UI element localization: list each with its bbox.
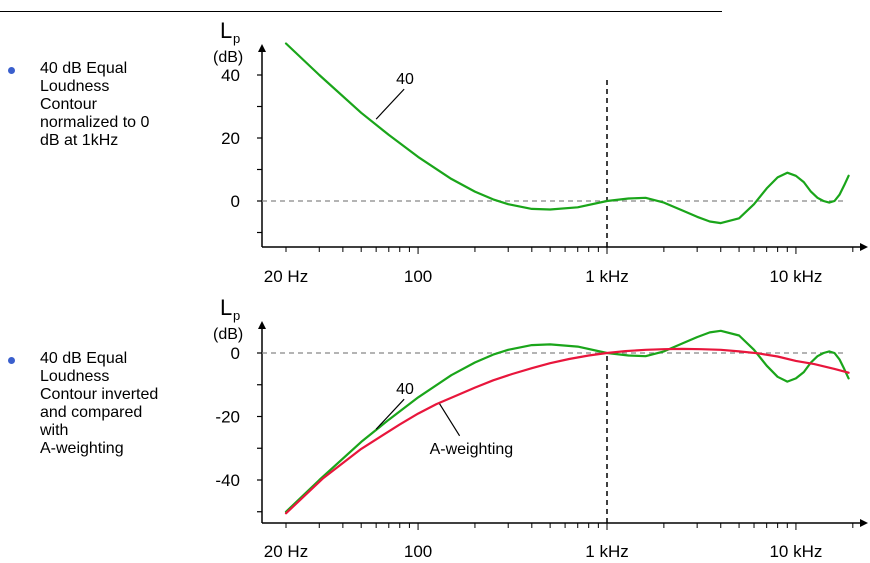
y-axis-unit: (dB): [213, 49, 243, 66]
x-tick-label: 1 kHz: [585, 542, 628, 561]
series-line-a-weighting: [284, 347, 850, 515]
y-axis-label: L: [220, 295, 232, 320]
y-axis-label-subscript: p: [233, 308, 240, 323]
y-axis-label-subscript: p: [233, 31, 240, 46]
bullet-text-1: 40 dB Equal Loudness Contour normalized …: [40, 60, 150, 149]
chart-panel-2: 0 -20 -40 L p (dB) 20 Hz 100 1 kHz 10 kHz 40 A-weig…: [213, 295, 868, 561]
x-tick-label: 1 kHz: [585, 267, 628, 286]
chart-panel-1: 40 20 0 L p (dB) 20 Hz 100 1 kHz 10 kHz 40: [213, 18, 868, 286]
y-axis-unit: (dB): [213, 326, 243, 343]
annotation-label: 40: [396, 71, 414, 88]
annotation-label: A-weighting: [430, 441, 514, 458]
x-tick-label: 20 Hz: [264, 542, 308, 561]
x-axis-arrow: [860, 243, 868, 251]
y-tick-label: -20: [215, 408, 240, 427]
y-axis-arrow: [258, 44, 266, 52]
y-tick-label: 20: [221, 129, 240, 148]
series-line-40: [284, 42, 850, 225]
annotation-leader: [375, 398, 405, 430]
bullet-text-2: 40 dB Equal Loudness Contour inverted an…: [40, 350, 159, 457]
annotation-label: 40: [396, 381, 414, 398]
x-tick-label: 20 Hz: [264, 267, 308, 286]
bullet-dot: [8, 67, 15, 74]
y-axis-label: L: [220, 18, 232, 43]
x-tick-label: 10 kHz: [769, 542, 822, 561]
bullet-dot: [8, 357, 15, 364]
annotation-leader: [375, 88, 405, 120]
x-tick-label: 100: [404, 542, 432, 561]
y-tick-label: 40: [221, 66, 240, 85]
top-rule: [0, 11, 722, 12]
annotation-leader: [439, 403, 461, 437]
y-axis-arrow: [258, 321, 266, 329]
series-line-40: [284, 329, 850, 513]
y-tick-label: 0: [231, 192, 240, 211]
x-tick-label: 10 kHz: [769, 267, 822, 286]
y-tick-label: 0: [231, 344, 240, 363]
x-axis-arrow: [860, 519, 868, 527]
y-tick-label: -40: [215, 471, 240, 490]
x-tick-label: 100: [404, 267, 432, 286]
